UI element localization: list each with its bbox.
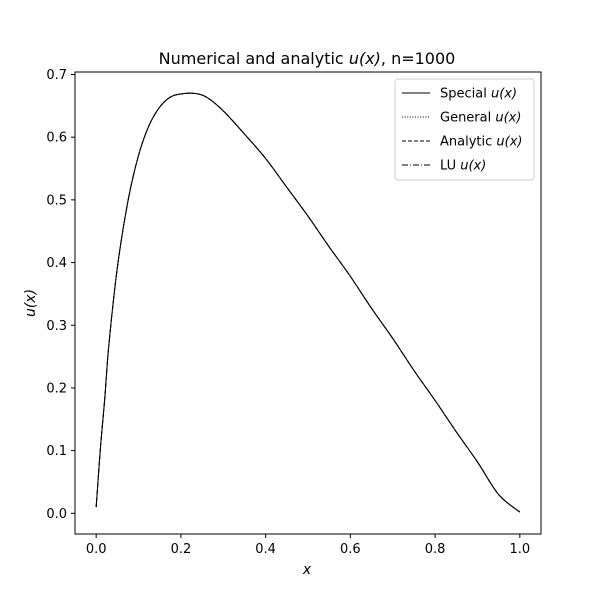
x-axis-label: x [302, 562, 312, 578]
y-tick-label: 0.5 [46, 193, 67, 208]
y-axis-ticks: 0.0 0.1 0.2 0.3 0.4 0.5 0.6 0.7 [46, 68, 75, 522]
legend-label-prefix: Special [440, 87, 491, 102]
x-tick-label: 1.0 [509, 542, 530, 557]
x-tick-label: 0.2 [171, 542, 192, 557]
legend-label: General u(x) [440, 111, 521, 126]
x-tick-label: 0.8 [425, 542, 446, 557]
series-line-dashdot [95, 92, 521, 513]
plot-area-frame [74, 71, 542, 535]
legend-label-math: u(x) [460, 159, 486, 174]
legend-label-math: u(x) [491, 87, 517, 102]
x-axis-ticks: 0.0 0.2 0.4 0.6 0.8 1.0 [86, 534, 530, 557]
legend-label: Special u(x) [440, 87, 517, 102]
legend-label-math: u(x) [496, 135, 522, 150]
chart-title-prefix: Numerical and analytic [159, 49, 349, 68]
legend-label-math: u(x) [495, 111, 521, 126]
chart-title-suffix: , n=1000 [381, 49, 455, 68]
x-tick-label: 0.0 [86, 542, 107, 557]
y-tick-label: 0.3 [46, 319, 67, 334]
legend-box [394, 78, 535, 181]
legend-label-prefix: General [440, 111, 495, 126]
chart-title-math: u(x) [349, 49, 381, 68]
legend-label: Analytic u(x) [440, 135, 522, 150]
x-tick-label: 0.6 [340, 542, 361, 557]
y-tick-label: 0.0 [46, 507, 67, 522]
legend-label-prefix: LU [440, 159, 460, 174]
series-layer [95, 92, 521, 513]
legend-label: LU u(x) [440, 159, 486, 174]
y-tick-label: 0.7 [46, 68, 67, 83]
y-tick-label: 0.6 [46, 131, 67, 146]
y-tick-label: 0.2 [46, 381, 67, 396]
y-axis-label: u(x) [23, 289, 39, 317]
x-tick-label: 0.4 [255, 542, 276, 557]
y-tick-label: 0.4 [46, 256, 67, 271]
legend: Special u(x)General u(x)Analytic u(x)LU … [394, 78, 535, 181]
y-tick-label: 0.1 [46, 444, 67, 459]
legend-label-prefix: Analytic [440, 135, 496, 150]
chart-title: Numerical and analytic u(x), n=1000 [159, 49, 456, 68]
